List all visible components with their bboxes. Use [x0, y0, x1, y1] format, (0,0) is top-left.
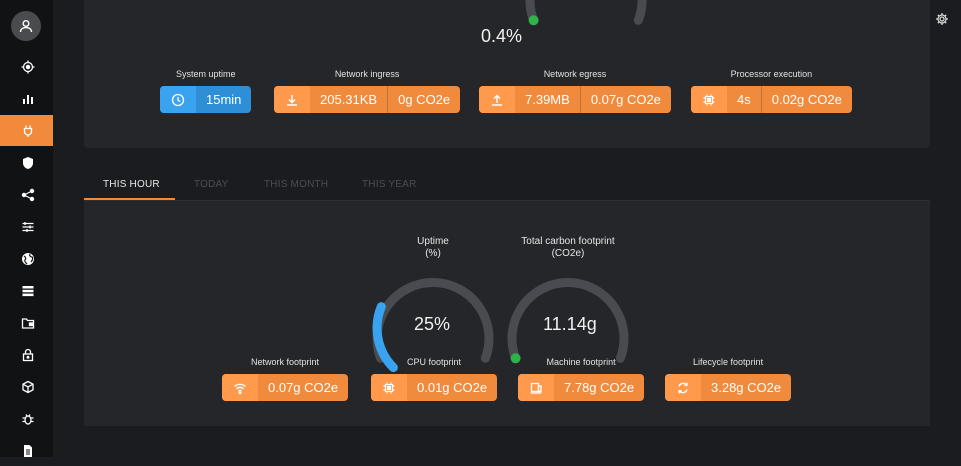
cpu-footprint: CPU footprint 0.01g CO2e [371, 357, 498, 401]
cpu-footprint-pill: 0.01g CO2e [371, 374, 498, 401]
stat-label: Processor execution [730, 69, 813, 79]
sidebar-item-security[interactable] [0, 147, 53, 178]
plug-icon [23, 125, 32, 137]
stat-label: Machine footprint [546, 357, 616, 367]
tab-this-year[interactable]: THIS YEAR [362, 179, 417, 190]
sidebar-item-settings[interactable] [0, 211, 53, 242]
uptime-value: 15min [206, 92, 242, 107]
sidebar-item-globe[interactable] [0, 243, 53, 274]
lifecycle-footprint-value: 3.28g CO2e [711, 380, 782, 395]
egress-bytes: 7.39MB [525, 92, 570, 107]
cpu-gauge [525, 0, 647, 26]
sidebar-item-lock[interactable] [0, 339, 53, 370]
sidebar-item-files[interactable] [0, 307, 53, 338]
network-footprint: Network footprint 0.07g CO2e [222, 357, 349, 401]
gear-icon[interactable] [935, 12, 949, 26]
shield-icon [22, 156, 33, 169]
sidebar-item-target[interactable] [0, 51, 53, 82]
sliders-icon [22, 221, 33, 232]
uptime-pill: 15min [160, 86, 252, 113]
sidebar-item-package[interactable] [0, 371, 53, 402]
processor-pill: 4s 0.02g CO2e [691, 86, 852, 113]
stat-network-ingress: Network ingress 205.31KB 0g CO2e [274, 69, 461, 113]
network-footprint-value: 0.07g CO2e [268, 380, 339, 395]
user-avatar[interactable] [11, 11, 41, 41]
storage-icon [22, 285, 33, 296]
ingress-bytes: 205.31KB [320, 92, 378, 107]
sidebar-item-share[interactable] [0, 179, 53, 210]
hour-card: Uptime (%) 25% Total carbon footprint (C… [84, 201, 930, 426]
sidebar [0, 0, 53, 457]
lifecycle-footprint: Lifecycle footprint 3.28g CO2e [665, 357, 792, 401]
globe-icon [21, 252, 34, 265]
download-icon [274, 86, 310, 113]
chip-icon [371, 374, 407, 401]
machine-footprint-value: 7.78g CO2e [564, 380, 635, 395]
sidebar-item-stats[interactable] [0, 83, 53, 114]
cpu-footprint-value: 0.01g CO2e [417, 380, 488, 395]
recycle-icon [665, 374, 701, 401]
tab-this-hour[interactable]: THIS HOUR [84, 172, 175, 200]
cpu-gauge-indicator [528, 15, 539, 26]
lock-icon [22, 348, 33, 361]
chip-icon [691, 86, 727, 113]
stat-label: System uptime [175, 69, 236, 79]
bug-icon [22, 413, 33, 425]
sidebar-item-power[interactable] [0, 115, 53, 146]
carbon-gauge-value: 11.14g [543, 314, 597, 334]
egress-co2: 0.07g CO2e [579, 86, 671, 113]
lifecycle-footprint-pill: 3.28g CO2e [665, 374, 792, 401]
target-icon [21, 60, 34, 73]
uptime-gauge-label: Uptime (%) [384, 236, 482, 260]
stat-label: Network footprint [251, 357, 320, 367]
machine-footprint-pill: 7.78g CO2e [518, 374, 645, 401]
stat-network-egress: Network egress 7.39MB 0.07g CO2e [479, 69, 671, 113]
sidebar-item-document[interactable] [0, 435, 53, 466]
stat-label: Network ingress [334, 69, 400, 79]
user-icon [19, 20, 33, 33]
carbon-gauge-label: Total carbon footprint (CO2e) [504, 236, 632, 260]
stat-label: Network egress [543, 69, 607, 79]
cube-icon [21, 380, 34, 393]
ingress-pill: 205.31KB 0g CO2e [274, 86, 461, 113]
processor-time: 4s [737, 92, 751, 107]
sidebar-item-debug[interactable] [0, 403, 53, 434]
wifi-icon [222, 374, 258, 401]
egress-pill: 7.39MB 0.07g CO2e [479, 86, 671, 113]
carbon-label: Total carbon footprint [521, 236, 615, 247]
carbon-gauge [507, 278, 629, 364]
upload-icon [479, 86, 515, 113]
uptime-gauge-value: 25% [414, 314, 451, 334]
share-icon [21, 188, 34, 201]
machine-footprint: Machine footprint 7.78g CO2e [518, 357, 645, 401]
carbon-gauge-indicator [510, 353, 521, 364]
uptime-unit: (%) [425, 248, 441, 259]
tab-today[interactable]: TODAY [194, 179, 229, 190]
uptime-gauge-fill [372, 302, 398, 373]
stat-label: CPU footprint [407, 357, 462, 367]
stat-system-uptime: System uptime 15min [160, 69, 252, 113]
bar-chart-icon [22, 94, 33, 104]
carbon-unit: (CO2e) [551, 248, 585, 259]
clock-icon [160, 86, 196, 113]
uptime-label: Uptime [417, 236, 449, 247]
document-icon [23, 444, 32, 457]
stat-processor-execution: Processor execution 4s 0.02g CO2e [691, 69, 852, 113]
period-tabs: THIS HOUR TODAY THIS MONTH THIS YEAR [84, 172, 930, 201]
sidebar-item-storage[interactable] [0, 275, 53, 306]
processor-co2: 0.02g CO2e [760, 86, 852, 113]
stat-label: Lifecycle footprint [693, 357, 764, 367]
overview-card: 0.4% System uptime 15min Network ingress… [84, 0, 930, 148]
network-footprint-pill: 0.07g CO2e [222, 374, 349, 401]
cpu-gauge-value: 0.4% [481, 26, 523, 46]
tab-this-month[interactable]: THIS MONTH [264, 179, 329, 190]
laptop-icon [518, 374, 554, 401]
uptime-gauge [372, 278, 494, 373]
folder-icon [21, 317, 34, 329]
ingress-co2: 0g CO2e [387, 86, 460, 113]
